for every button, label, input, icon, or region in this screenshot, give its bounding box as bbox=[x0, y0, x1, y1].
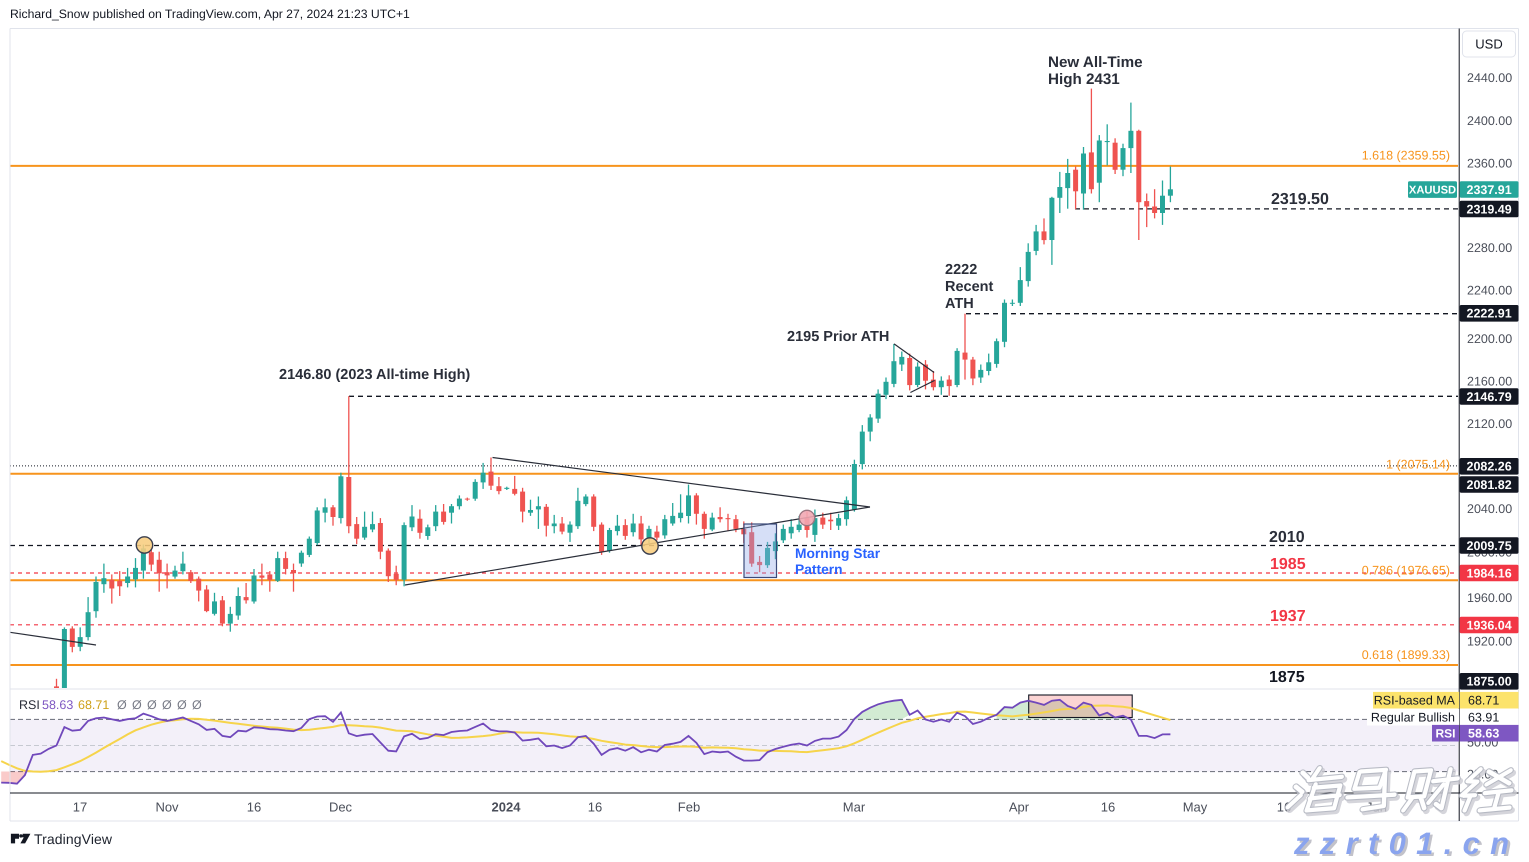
svg-text:2010: 2010 bbox=[1269, 529, 1305, 546]
svg-text:2160.00: 2160.00 bbox=[1467, 375, 1512, 389]
svg-text:1985: 1985 bbox=[1270, 556, 1306, 573]
svg-text:2222: 2222 bbox=[945, 262, 977, 278]
svg-text:2222.91: 2222.91 bbox=[1467, 307, 1512, 321]
svg-text:Apr: Apr bbox=[1009, 800, 1030, 815]
svg-text:2240.00: 2240.00 bbox=[1467, 283, 1512, 297]
svg-text:2195 Prior ATH: 2195 Prior ATH bbox=[787, 329, 889, 345]
svg-text:USD: USD bbox=[1475, 37, 1502, 52]
svg-text:16: 16 bbox=[588, 800, 602, 815]
svg-text:Dec: Dec bbox=[329, 800, 353, 815]
svg-text:Mar: Mar bbox=[843, 800, 866, 815]
svg-text:2024: 2024 bbox=[492, 800, 522, 815]
svg-text:Ø: Ø bbox=[177, 698, 187, 712]
svg-text:2360.00: 2360.00 bbox=[1467, 156, 1512, 170]
svg-text:RSI: RSI bbox=[1435, 727, 1455, 741]
svg-text:ATH: ATH bbox=[945, 296, 974, 312]
svg-text:16: 16 bbox=[1101, 800, 1115, 815]
svg-text:1960.00: 1960.00 bbox=[1467, 591, 1512, 605]
svg-text:2081.82: 2081.82 bbox=[1467, 478, 1512, 492]
svg-text:1 (2075.14): 1 (2075.14) bbox=[1386, 458, 1450, 472]
svg-text:2319.50: 2319.50 bbox=[1271, 191, 1329, 208]
svg-text:Ø: Ø bbox=[162, 698, 172, 712]
svg-text:Recent: Recent bbox=[945, 279, 994, 295]
svg-text:17: 17 bbox=[73, 800, 87, 815]
svg-text:58.63: 58.63 bbox=[1468, 727, 1499, 741]
svg-text:2280.00: 2280.00 bbox=[1467, 241, 1512, 255]
svg-text:58.63: 58.63 bbox=[42, 698, 73, 712]
svg-text:Feb: Feb bbox=[678, 800, 700, 815]
svg-text:zzrt01.cn: zzrt01.cn bbox=[1296, 828, 1522, 857]
svg-text:0.786 (1976.65): 0.786 (1976.65) bbox=[1362, 564, 1450, 578]
svg-text:1984.16: 1984.16 bbox=[1467, 566, 1512, 580]
svg-text:Nov: Nov bbox=[155, 800, 179, 815]
svg-text:2040.00: 2040.00 bbox=[1467, 502, 1512, 516]
svg-text:Richard_Snow published on Trad: Richard_Snow published on TradingView.co… bbox=[10, 7, 410, 21]
svg-text:2082.26: 2082.26 bbox=[1467, 460, 1512, 474]
svg-text:2200.00: 2200.00 bbox=[1467, 332, 1512, 346]
svg-text:1.618 (2359.55): 1.618 (2359.55) bbox=[1362, 149, 1450, 163]
svg-text:High 2431: High 2431 bbox=[1048, 71, 1120, 88]
svg-text:Ø: Ø bbox=[192, 698, 202, 712]
svg-text:RSI-based MA: RSI-based MA bbox=[1374, 694, 1456, 708]
svg-text:2319.49: 2319.49 bbox=[1467, 202, 1512, 216]
svg-text:zzrt01.cn: zzrt01.cn bbox=[1293, 826, 1519, 857]
svg-text:1920.00: 1920.00 bbox=[1467, 635, 1512, 649]
svg-text:2400.00: 2400.00 bbox=[1467, 114, 1512, 128]
svg-text:RSI: RSI bbox=[19, 698, 40, 712]
svg-text:1875: 1875 bbox=[1269, 669, 1305, 686]
svg-text:Ø: Ø bbox=[117, 698, 127, 712]
svg-text:May: May bbox=[1183, 800, 1208, 815]
svg-text:TradingView: TradingView bbox=[34, 831, 113, 847]
svg-text:2337.91: 2337.91 bbox=[1467, 183, 1512, 197]
svg-text:16: 16 bbox=[247, 800, 261, 815]
svg-text:1936.04: 1936.04 bbox=[1467, 618, 1512, 632]
svg-text:0.618 (1899.33): 0.618 (1899.33) bbox=[1362, 648, 1450, 662]
svg-text:XAUUSD: XAUUSD bbox=[1409, 185, 1456, 197]
svg-text:1937: 1937 bbox=[1270, 608, 1306, 625]
svg-text:Ø: Ø bbox=[147, 698, 157, 712]
svg-text:68.71: 68.71 bbox=[1468, 694, 1499, 708]
svg-text:68.71: 68.71 bbox=[78, 698, 109, 712]
svg-text:New All-Time: New All-Time bbox=[1048, 54, 1143, 71]
svg-text:2146.80 (2023 All-time High): 2146.80 (2023 All-time High) bbox=[279, 367, 470, 383]
svg-text:63.91: 63.91 bbox=[1468, 710, 1499, 724]
svg-text:2009.75: 2009.75 bbox=[1467, 539, 1512, 553]
svg-text:2440.00: 2440.00 bbox=[1467, 71, 1512, 85]
svg-text:Morning Star: Morning Star bbox=[795, 546, 881, 561]
svg-text:Ø: Ø bbox=[132, 698, 142, 712]
svg-text:Pattern: Pattern bbox=[795, 562, 843, 577]
svg-text:2120.00: 2120.00 bbox=[1467, 417, 1512, 431]
svg-text:2146.79: 2146.79 bbox=[1467, 390, 1512, 404]
svg-text:Regular Bullish: Regular Bullish bbox=[1371, 710, 1455, 724]
svg-text:1875.00: 1875.00 bbox=[1467, 675, 1512, 689]
